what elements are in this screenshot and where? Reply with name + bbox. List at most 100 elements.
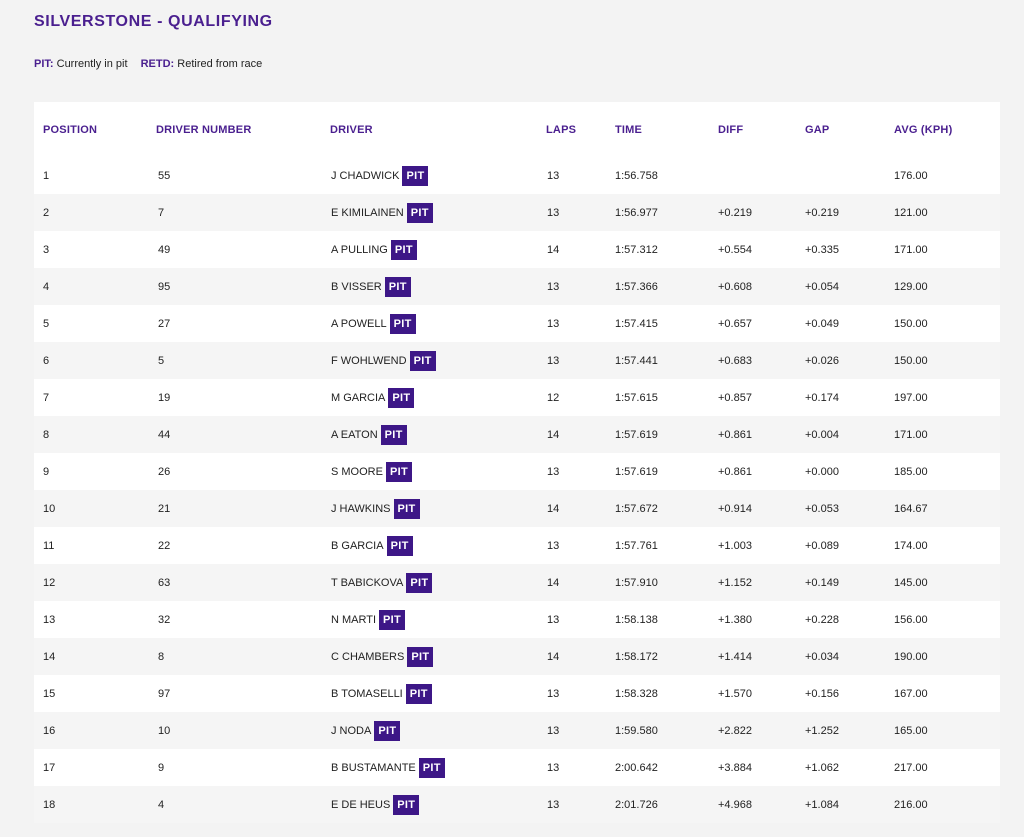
cell-driver: J HAWKINS PIT	[331, 490, 420, 527]
driver-name: B BUSTAMANTE	[331, 761, 416, 774]
column-header-driver-number[interactable]: DRIVER NUMBER	[156, 123, 252, 136]
column-header-position[interactable]: POSITION	[43, 123, 98, 136]
cell-gap: +0.053	[805, 502, 839, 515]
cell-avg: 156.00	[894, 613, 928, 626]
cell-gap: +1.252	[805, 724, 839, 737]
cell-time: 1:57.619	[615, 465, 658, 478]
cell-driver: C CHAMBERS PIT	[331, 638, 434, 675]
table-row[interactable]: 11 22 B GARCIA PIT 13 1:57.761 +1.003 +0…	[34, 527, 1000, 564]
cell-diff: +0.683	[718, 354, 752, 367]
driver-name: A EATON	[331, 428, 378, 441]
cell-avg: 197.00	[894, 391, 928, 404]
cell-time: 1:57.441	[615, 354, 658, 367]
cell-driver: F WOHLWEND PIT	[331, 342, 436, 379]
pit-badge: PIT	[389, 313, 416, 334]
column-header-time[interactable]: TIME	[615, 123, 643, 136]
cell-diff: +0.914	[718, 502, 752, 515]
cell-position: 1	[43, 169, 50, 182]
cell-driver: B TOMASELLI PIT	[331, 675, 432, 712]
pit-badge: PIT	[380, 424, 407, 445]
pit-badge: PIT	[374, 720, 401, 741]
pit-badge: PIT	[418, 757, 445, 778]
cell-laps: 13	[547, 761, 560, 774]
cell-laps: 14	[547, 576, 560, 589]
cell-driver: A PULLING PIT	[331, 231, 417, 268]
pit-badge: PIT	[405, 683, 432, 704]
cell-gap: +0.054	[805, 280, 839, 293]
cell-diff: +2.822	[718, 724, 752, 737]
table-row[interactable]: 10 21 J HAWKINS PIT 14 1:57.672 +0.914 +…	[34, 490, 1000, 527]
cell-diff: +1.570	[718, 687, 752, 700]
driver-name: J HAWKINS	[331, 502, 391, 515]
cell-driver-number: 4	[158, 798, 165, 811]
cell-position: 17	[43, 761, 56, 774]
cell-avg: 217.00	[894, 761, 928, 774]
pit-badge: PIT	[379, 609, 406, 630]
column-header-laps[interactable]: LAPS	[546, 123, 577, 136]
table-row[interactable]: 12 63 T BABICKOVA PIT 14 1:57.910 +1.152…	[34, 564, 1000, 601]
table-row[interactable]: 13 32 N MARTI PIT 13 1:58.138 +1.380 +0.…	[34, 601, 1000, 638]
cell-diff: +0.861	[718, 428, 752, 441]
cell-diff: +0.554	[718, 243, 752, 256]
table-row[interactable]: 17 9 B BUSTAMANTE PIT 13 2:00.642 +3.884…	[34, 749, 1000, 786]
driver-name: A PULLING	[331, 243, 388, 256]
table-row[interactable]: 8 44 A EATON PIT 14 1:57.619 +0.861 +0.0…	[34, 416, 1000, 453]
table-row[interactable]: 7 19 M GARCIA PIT 12 1:57.615 +0.857 +0.…	[34, 379, 1000, 416]
cell-time: 1:57.672	[615, 502, 658, 515]
pit-badge: PIT	[406, 572, 433, 593]
cell-diff: +0.857	[718, 391, 752, 404]
table-row[interactable]: 2 7 E KIMILAINEN PIT 13 1:56.977 +0.219 …	[34, 194, 1000, 231]
cell-driver: A POWELL PIT	[331, 305, 416, 342]
table-row[interactable]: 3 49 A PULLING PIT 14 1:57.312 +0.554 +0…	[34, 231, 1000, 268]
cell-time: 1:57.761	[615, 539, 658, 552]
table-row[interactable]: 5 27 A POWELL PIT 13 1:57.415 +0.657 +0.…	[34, 305, 1000, 342]
table-row[interactable]: 1 55 J CHADWICK PIT 13 1:56.758 176.00	[34, 157, 1000, 194]
table-row[interactable]: 14 8 C CHAMBERS PIT 14 1:58.172 +1.414 +…	[34, 638, 1000, 675]
column-header-avg[interactable]: AVG (KPH)	[894, 123, 953, 136]
cell-laps: 13	[547, 687, 560, 700]
cell-avg: 121.00	[894, 206, 928, 219]
cell-gap: +0.034	[805, 650, 839, 663]
table-row[interactable]: 4 95 B VISSER PIT 13 1:57.366 +0.608 +0.…	[34, 268, 1000, 305]
cell-gap: +1.062	[805, 761, 839, 774]
cell-diff: +0.657	[718, 317, 752, 330]
cell-position: 3	[43, 243, 50, 256]
cell-laps: 13	[547, 613, 560, 626]
table-row[interactable]: 15 97 B TOMASELLI PIT 13 1:58.328 +1.570…	[34, 675, 1000, 712]
cell-driver-number: 5	[158, 354, 165, 367]
table-row[interactable]: 16 10 J NODA PIT 13 1:59.580 +2.822 +1.2…	[34, 712, 1000, 749]
table-row[interactable]: 6 5 F WOHLWEND PIT 13 1:57.441 +0.683 +0…	[34, 342, 1000, 379]
column-header-diff[interactable]: DIFF	[718, 123, 744, 136]
table-body: 1 55 J CHADWICK PIT 13 1:56.758 176.00 2…	[34, 157, 1000, 823]
table-row[interactable]: 18 4 E DE HEUS PIT 13 2:01.726 +4.968 +1…	[34, 786, 1000, 823]
cell-gap: +0.149	[805, 576, 839, 589]
table-row[interactable]: 9 26 S MOORE PIT 13 1:57.619 +0.861 +0.0…	[34, 453, 1000, 490]
driver-name: E DE HEUS	[331, 798, 391, 811]
cell-driver: J CHADWICK PIT	[331, 157, 429, 194]
cell-driver-number: 9	[158, 761, 165, 774]
cell-driver-number: 95	[158, 280, 171, 293]
cell-laps: 14	[547, 650, 560, 663]
cell-avg: 174.00	[894, 539, 928, 552]
cell-avg: 165.00	[894, 724, 928, 737]
cell-position: 16	[43, 724, 56, 737]
pit-badge: PIT	[393, 794, 420, 815]
cell-diff: +0.219	[718, 206, 752, 219]
pit-badge: PIT	[406, 202, 433, 223]
cell-diff: +4.968	[718, 798, 752, 811]
column-header-gap[interactable]: GAP	[805, 123, 830, 136]
cell-time: 1:59.580	[615, 724, 658, 737]
legend-item-retd: RETD: Retired from race	[141, 58, 263, 70]
cell-driver-number: 32	[158, 613, 171, 626]
cell-driver-number: 7	[158, 206, 165, 219]
driver-name: B TOMASELLI	[331, 687, 403, 700]
cell-time: 2:01.726	[615, 798, 658, 811]
cell-diff: +1.380	[718, 613, 752, 626]
column-header-driver[interactable]: DRIVER	[330, 123, 373, 136]
cell-avg: 164.67	[894, 502, 928, 515]
cell-time: 1:56.758	[615, 169, 658, 182]
cell-driver: B VISSER PIT	[331, 268, 411, 305]
cell-driver: B BUSTAMANTE PIT	[331, 749, 445, 786]
cell-laps: 13	[547, 465, 560, 478]
